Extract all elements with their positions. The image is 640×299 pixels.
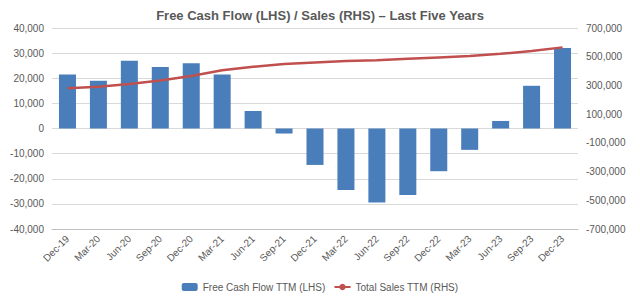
svg-text:Sep-22: Sep-22	[381, 233, 412, 264]
svg-text:100,000: 100,000	[586, 109, 623, 120]
svg-text:Sep-21: Sep-21	[257, 233, 288, 264]
svg-text:10,000: 10,000	[13, 98, 44, 109]
svg-text:-20,000: -20,000	[10, 173, 44, 184]
svg-text:0: 0	[38, 123, 44, 134]
svg-text:-700,000: -700,000	[586, 224, 626, 235]
svg-text:Mar-23: Mar-23	[443, 233, 473, 263]
svg-text:500,000: 500,000	[586, 51, 623, 62]
svg-text:Mar-20: Mar-20	[72, 233, 102, 263]
svg-text:Dec-21: Dec-21	[288, 233, 319, 264]
svg-text:-500,000: -500,000	[586, 195, 626, 206]
svg-text:Dec-19: Dec-19	[41, 233, 72, 264]
svg-text:-30,000: -30,000	[10, 198, 44, 209]
svg-text:Jun-23: Jun-23	[475, 233, 505, 263]
svg-text:Sep-20: Sep-20	[134, 233, 165, 264]
svg-text:-10,000: -10,000	[10, 148, 44, 159]
svg-text:Dec-23: Dec-23	[536, 233, 567, 264]
svg-text:Mar-21: Mar-21	[196, 233, 226, 263]
svg-text:-40,000: -40,000	[10, 224, 44, 235]
svg-text:-100,000: -100,000	[586, 137, 626, 148]
svg-text:Jun-22: Jun-22	[351, 233, 381, 263]
svg-text:Dec-20: Dec-20	[165, 233, 196, 264]
svg-text:Dec-22: Dec-22	[412, 233, 443, 264]
svg-text:Free Cash Flow TTM (LHS): Free Cash Flow TTM (LHS)	[203, 282, 326, 293]
svg-text:Sep-23: Sep-23	[505, 233, 536, 264]
svg-text:-300,000: -300,000	[586, 166, 626, 177]
svg-text:40,000: 40,000	[13, 23, 44, 34]
svg-text:Jun-20: Jun-20	[104, 233, 134, 263]
svg-text:Mar-22: Mar-22	[320, 233, 350, 263]
svg-text:Free Cash Flow (LHS) / Sales (: Free Cash Flow (LHS) / Sales (RHS) – Las…	[156, 8, 484, 23]
svg-text:20,000: 20,000	[13, 73, 44, 84]
svg-text:30,000: 30,000	[13, 48, 44, 59]
svg-text:Jun-21: Jun-21	[228, 233, 258, 263]
svg-text:Total Sales TTM (RHS): Total Sales TTM (RHS)	[356, 282, 459, 293]
svg-text:300,000: 300,000	[586, 80, 623, 91]
svg-text:700,000: 700,000	[586, 23, 623, 34]
